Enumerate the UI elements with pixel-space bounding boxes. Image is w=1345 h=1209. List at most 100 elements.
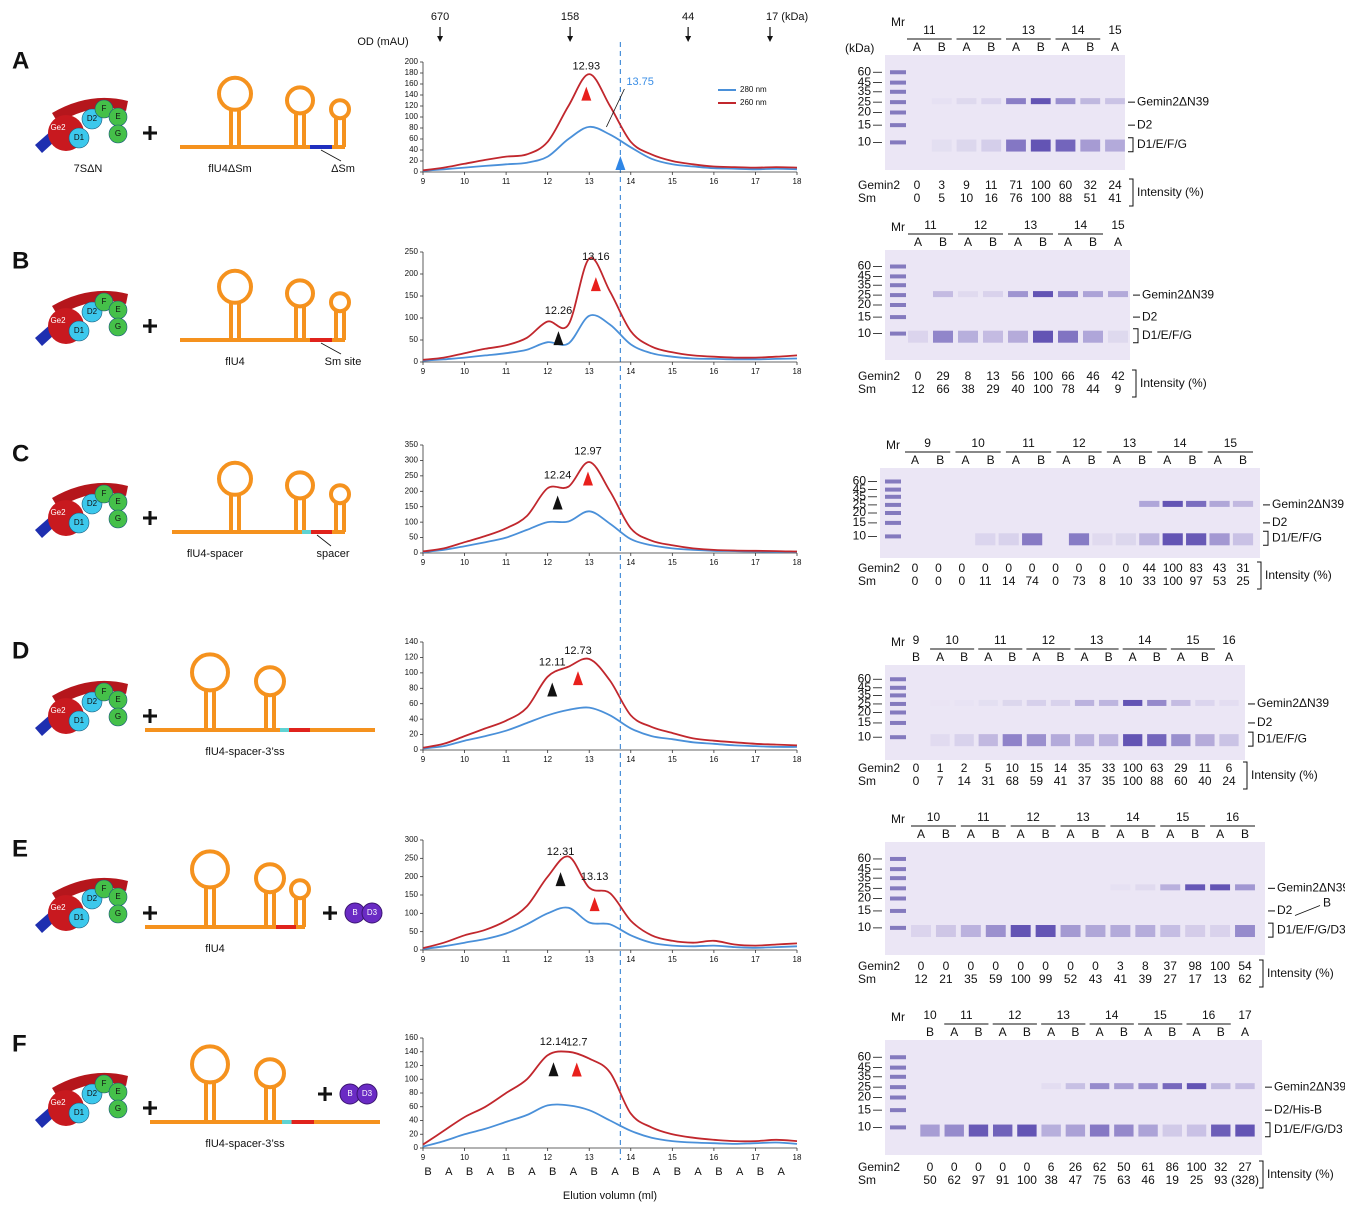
y-tick-label: 300 [405,456,419,465]
x-tick-label: 18 [793,755,802,764]
fraction-number: 16 [1202,1008,1216,1022]
sm-band [935,925,956,938]
lane-label: B [936,453,944,467]
intensity-value: (328) [1231,1173,1259,1187]
fraction-number: 10 [945,633,959,647]
sm-band [920,1124,940,1137]
series-line [422,314,798,362]
intensity-value: 66 [1061,369,1075,383]
series-line [422,657,798,749]
lane-label: A [911,453,919,467]
row-label: Gemin2 [858,1160,900,1174]
lane-label: A [913,40,921,54]
intensity-value: 24 [1108,178,1122,192]
intensity-value: 100 [1031,191,1051,205]
complex-icon: Ge2 D2 D1 FEG [35,877,128,933]
kda-marker: 60 [858,671,872,685]
fraction-label: B [507,1166,514,1178]
subunit-label: G [115,712,121,721]
panel-letter: E [12,835,28,862]
subunit-label: F [102,297,107,306]
gemin2-band [1171,699,1191,706]
gemin2-band [1033,291,1053,298]
intensity-value: 62 [1093,1160,1107,1174]
ladder-band [890,331,906,336]
subunit-label: D1 [74,326,85,335]
lane-label: B [912,650,920,664]
band-bracket [1128,137,1134,153]
x-tick-label: 14 [626,367,635,376]
intensity-value: 13 [1213,972,1227,986]
fraction-number: 10 [923,1008,937,1022]
subunit-label: D2 [87,499,98,508]
intensity-value: 100 [1017,1173,1037,1187]
kda-marker: 25 [858,881,872,895]
sm-band [1138,1124,1158,1137]
intensity-value: 0 [1005,561,1012,575]
x-tick-label: 14 [626,177,635,186]
lane-label: B [1141,827,1149,841]
series-line [422,257,798,361]
kda-marker: 45 [853,482,867,496]
size-marker-label: 17 (kDa) [766,11,808,23]
intensity-value: 68 [1006,774,1020,788]
sm-band [931,139,952,152]
band-bracket [1248,731,1254,747]
sm-band [1008,330,1028,343]
x-tick-label: 17 [751,1153,760,1162]
kda-marker: 15 [858,117,872,131]
rna-label: flU4 [205,943,225,955]
series-line [422,461,798,553]
y-tick-label: 200 [405,57,419,66]
panel-letter: C [12,440,29,467]
lane-label: A [1216,827,1224,841]
intensity-value: 0 [959,574,966,588]
gemin2-band [1065,1083,1086,1090]
fraction-number: 12 [1072,436,1086,450]
y-tick-label: 40 [409,714,418,723]
rna-loop [254,862,286,895]
sm-band [1219,734,1239,747]
ladder-band [890,1065,906,1070]
sm-band [1123,734,1143,747]
sm-band [1022,533,1043,546]
lane-label: B [942,827,950,841]
subunit-label: G [115,1104,121,1113]
lane-label: B [960,650,968,664]
intensity-value: 100 [1163,574,1183,588]
row-label: Gemin2 [858,561,900,575]
fraction-number: 15 [1224,436,1238,450]
fraction-number: 11 [1022,436,1035,450]
sm-band [1098,734,1119,747]
x-tick-label: 11 [502,755,511,764]
kda-marker: 10 [853,529,867,543]
intensity-value: 26 [1069,1160,1083,1174]
intensity-value: 97 [972,1173,986,1187]
y-tick-label: 250 [405,853,419,862]
kda-marker: 20 [858,705,872,719]
sm-band [905,533,925,545]
kda-marker: 60 [853,474,867,488]
x-tick-label: 16 [709,955,718,964]
peak-label: 13.75 [626,76,654,88]
subunit [68,320,90,342]
peak-label: 12.11 [539,656,566,668]
gemin2-band [1186,1083,1207,1090]
unit-label: Intensity (%) [1251,768,1318,782]
ladder-band [885,511,901,515]
fraction-label: A [528,1166,536,1178]
intensity-value: 0 [1076,561,1083,575]
ladder-band [890,856,906,861]
intensity-value: 75 [1093,1173,1107,1187]
lane-label: A [999,1025,1007,1039]
sm-band [1060,925,1081,938]
intensity-value: 0 [1024,1160,1031,1174]
lane-label: B [1088,453,1096,467]
y-tick-label: 120 [405,1061,419,1070]
gemin2-band [1058,291,1078,298]
ladder-band [890,283,906,288]
gemin2-band [952,501,972,507]
kda-marker: 35 [853,489,867,503]
fraction-number: 11 [924,218,937,232]
y-tick-label: 0 [414,945,419,954]
